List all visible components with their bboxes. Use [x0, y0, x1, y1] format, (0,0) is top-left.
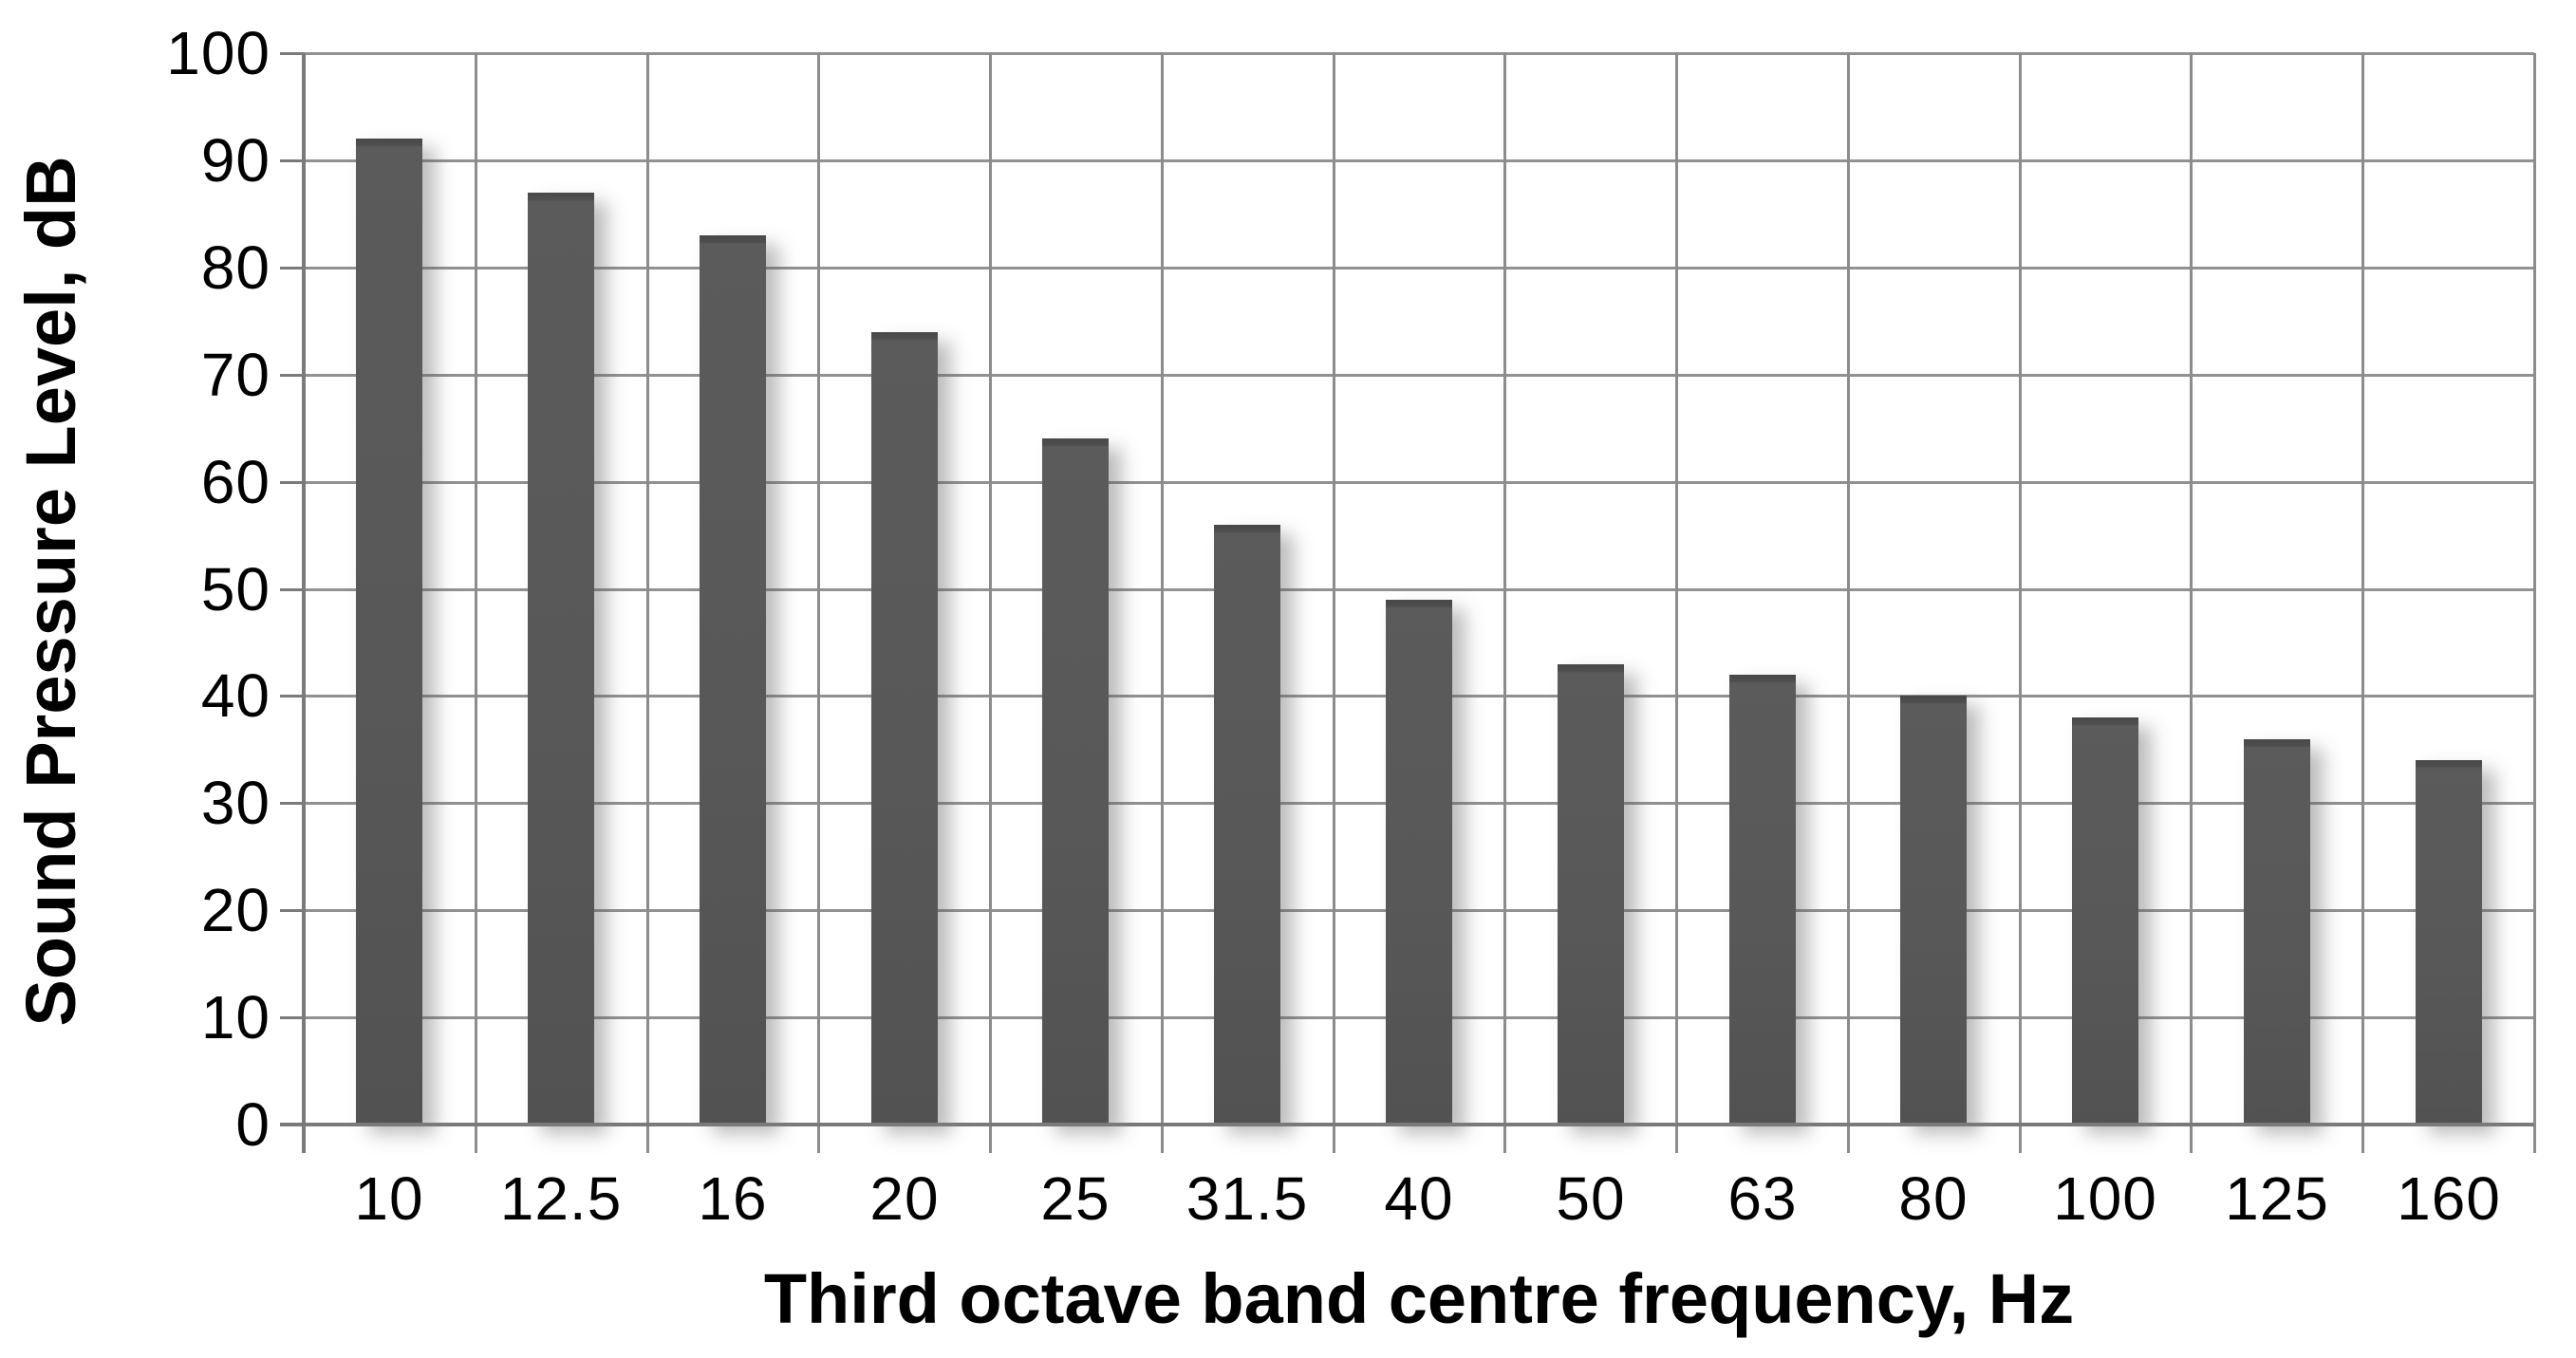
bar-125hz [2244, 739, 2310, 1125]
x-gridline [1847, 53, 1850, 1153]
x-gridline [646, 53, 649, 1153]
y-tick-label: 60 [200, 448, 271, 516]
bar-40hz [1386, 600, 1452, 1125]
y-tick-mark [280, 481, 304, 484]
y-tick-label: 70 [200, 341, 271, 409]
x-tick-label: 63 [1727, 1164, 1798, 1233]
y-tick-label: 0 [235, 1090, 271, 1159]
y-gridline [304, 588, 2534, 591]
x-axis-line [280, 1123, 2534, 1126]
y-tick-label: 90 [200, 126, 271, 195]
y-tick-mark [280, 52, 304, 55]
y-gridline [304, 481, 2534, 484]
x-gridline [1503, 53, 1506, 1153]
x-gridline [2533, 53, 2536, 1153]
bar-160hz [2416, 760, 2482, 1125]
x-gridline [1161, 53, 1164, 1153]
y-tick-mark [280, 374, 304, 377]
y-axis-title: Sound Pressure Level, dB [11, 156, 90, 1027]
y-gridline [304, 159, 2534, 162]
y-tick-label: 10 [200, 983, 271, 1051]
bar-80hz [1900, 696, 1967, 1125]
y-tick-mark [280, 159, 304, 162]
x-tick-label: 12.5 [499, 1164, 623, 1233]
x-tick-label: 31.5 [1185, 1164, 1309, 1233]
x-tick-label: 16 [698, 1164, 768, 1233]
x-axis-title: Third octave band centre frequency, Hz [763, 1259, 2075, 1338]
y-tick-mark [280, 802, 304, 805]
y-tick-mark [280, 588, 304, 591]
bar-100hz [2072, 717, 2138, 1125]
x-gridline [475, 53, 477, 1153]
x-tick-label: 25 [1040, 1164, 1111, 1233]
x-gridline [2019, 53, 2022, 1153]
bar-25hz [1042, 438, 1109, 1125]
bar-12.5hz [528, 193, 594, 1125]
y-tick-label: 100 [166, 19, 271, 87]
y-tick-label: 50 [200, 555, 271, 623]
x-tick-label: 10 [354, 1164, 424, 1233]
bar-31.5hz [1214, 525, 1280, 1125]
x-gridline [989, 53, 992, 1153]
y-gridline [304, 267, 2534, 270]
x-gridline [2361, 53, 2364, 1153]
x-tick-label: 80 [1898, 1164, 1969, 1233]
x-tick-label: 100 [2053, 1164, 2157, 1233]
bar-63hz [1729, 675, 1796, 1125]
y-gridline [304, 52, 2534, 55]
y-axis-line [302, 53, 306, 1153]
x-gridline [2190, 53, 2193, 1153]
bar-50hz [1558, 664, 1624, 1125]
y-gridline [304, 374, 2534, 377]
y-tick-label: 20 [200, 876, 271, 944]
bar-20hz [871, 332, 938, 1125]
y-tick-label: 30 [200, 769, 271, 837]
x-gridline [817, 53, 820, 1153]
y-tick-mark [280, 695, 304, 698]
x-tick-label: 50 [1556, 1164, 1626, 1233]
y-tick-label: 80 [200, 233, 271, 302]
x-gridline [1333, 53, 1335, 1153]
x-tick-label: 20 [869, 1164, 940, 1233]
bar-10hz [356, 139, 422, 1125]
x-gridline [1675, 53, 1678, 1153]
x-tick-label: 125 [2225, 1164, 2329, 1233]
y-tick-mark [280, 267, 304, 270]
y-tick-mark [280, 909, 304, 912]
y-tick-label: 40 [200, 661, 271, 730]
x-tick-label: 40 [1384, 1164, 1454, 1233]
bar-16hz [700, 235, 766, 1125]
y-tick-mark [280, 1016, 304, 1019]
x-tick-label: 160 [2397, 1164, 2501, 1233]
